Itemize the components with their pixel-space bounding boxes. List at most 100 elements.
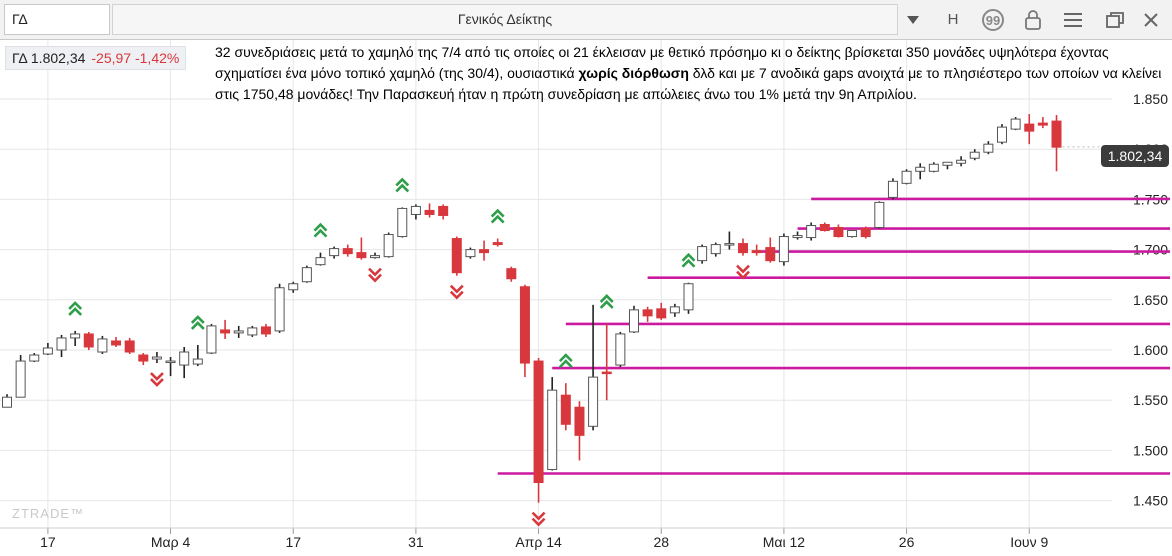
x-tick-label: 28 — [653, 534, 669, 550]
candle-up — [1010, 118, 1021, 130]
y-tick-label: 1.850 — [1133, 91, 1168, 107]
candle-down — [656, 308, 667, 319]
candlestick-chart[interactable]: 1.8501.8001.7501.7001.6501.6001.5501.500… — [0, 40, 1172, 556]
symbol-input[interactable]: ΓΔ — [4, 4, 110, 35]
candle-up — [683, 283, 694, 311]
candle-down — [574, 406, 585, 436]
candle-up — [547, 389, 558, 470]
candle-down — [220, 329, 231, 334]
candle-down — [533, 360, 544, 484]
candle-up — [588, 376, 599, 427]
quote-icon[interactable]: 99 — [978, 4, 1008, 35]
down-arrow-marker — [531, 511, 546, 527]
x-tick-label: Μαρ 4 — [151, 534, 191, 550]
down-arrow-marker — [368, 267, 382, 283]
candle-up — [70, 333, 81, 339]
down-arrow-marker — [150, 372, 164, 387]
quote-box: ΓΔ 1.802,34 -25,97 -1,42% — [5, 46, 187, 70]
candle-down — [124, 340, 135, 353]
candle-up — [383, 234, 394, 258]
candle-down — [860, 228, 871, 238]
candle-up — [901, 170, 912, 184]
candle-down — [492, 242, 503, 246]
candle-down — [506, 268, 517, 280]
candle-down — [819, 224, 830, 232]
candle-up — [397, 207, 408, 238]
last-price-tag: 1.802,34 — [1101, 145, 1169, 167]
candle-down — [1024, 123, 1035, 132]
lock-icon[interactable] — [1018, 4, 1048, 35]
x-tick-label: 17 — [285, 534, 301, 550]
annotation-text: 32 συνεδριάσεις μετά το χαμηλό της 7/4 α… — [215, 42, 1170, 105]
up-arrow-marker — [313, 222, 328, 238]
candle-up — [192, 358, 203, 365]
candle-down — [833, 227, 844, 238]
candle-up — [942, 161, 953, 166]
caret-down-icon[interactable] — [898, 4, 928, 35]
candle-up — [329, 248, 340, 257]
candle-up — [615, 333, 626, 366]
chart-title: Γενικός Δείκτης — [112, 4, 898, 35]
candle-up — [628, 309, 639, 333]
candle-up — [887, 180, 898, 198]
candle-down — [138, 354, 149, 362]
restore-window-icon[interactable] — [1100, 4, 1130, 35]
annotation-part1: 32 συνεδριάσεις μετά το χαμηλό της 7/4 α… — [215, 44, 1109, 81]
y-tick-label: 1.550 — [1133, 392, 1168, 408]
candle-up — [42, 347, 53, 355]
candle-up — [410, 205, 421, 215]
candle-up — [669, 306, 680, 314]
candle-down — [260, 326, 271, 335]
x-tick-label: 26 — [899, 534, 915, 550]
candle-down — [438, 205, 449, 216]
hamburger-icon[interactable] — [1058, 4, 1088, 35]
close-icon[interactable] — [1136, 4, 1166, 35]
svg-text:99: 99 — [986, 13, 1000, 28]
candle-down — [342, 248, 353, 255]
down-arrow-marker — [449, 284, 464, 300]
candle-up — [2, 396, 12, 408]
candle-up — [288, 283, 299, 291]
up-arrow-marker — [558, 353, 573, 369]
candle-up — [915, 166, 926, 172]
candle-down — [738, 243, 749, 254]
y-tick-label: 1.700 — [1133, 242, 1168, 258]
candle-up — [724, 243, 735, 246]
candle-down — [479, 249, 490, 254]
candle-up — [928, 163, 939, 172]
h-button[interactable]: H — [947, 11, 959, 28]
candle-up — [370, 255, 381, 259]
candle-up — [274, 287, 285, 332]
x-tick-label: Ιουν 9 — [1010, 534, 1048, 550]
annotation-part2: δλδ και με 7 ανοδικά gaps ανοιχτά με το … — [215, 65, 1162, 102]
candle-down — [751, 250, 762, 254]
up-arrow-marker — [599, 294, 614, 309]
candle-down — [601, 371, 612, 375]
candle-down — [519, 286, 530, 364]
up-arrow-marker — [190, 315, 205, 330]
y-tick-label: 1.650 — [1133, 292, 1168, 308]
candle-down — [642, 309, 653, 317]
x-tick-label: 31 — [408, 534, 424, 550]
x-tick-label: Μαι 12 — [763, 534, 806, 550]
price-change: -25,97 -1,42% — [91, 50, 180, 66]
y-tick-label: 1.600 — [1133, 342, 1168, 358]
candle-down — [356, 252, 367, 259]
candle-up — [206, 325, 217, 354]
candle-up — [806, 225, 817, 239]
candle-down — [1037, 122, 1048, 126]
down-arrow-marker — [736, 264, 750, 280]
chart-area[interactable]: 1.8501.8001.7501.7001.6501.6001.5501.500… — [0, 40, 1172, 556]
y-tick-label: 1.450 — [1133, 493, 1168, 509]
candle-up — [969, 151, 980, 159]
candle-up — [56, 337, 67, 351]
candle-down — [111, 340, 122, 346]
candle-up — [996, 126, 1007, 143]
toolbar: ΓΔ Γενικός Δείκτης H 99 — [0, 0, 1172, 40]
candle-up — [315, 257, 326, 266]
candle-up — [874, 201, 885, 229]
x-tick-label: Απρ 14 — [515, 534, 562, 550]
candle-up — [301, 267, 312, 283]
candle-down — [83, 333, 94, 348]
candle-down — [1051, 120, 1062, 148]
